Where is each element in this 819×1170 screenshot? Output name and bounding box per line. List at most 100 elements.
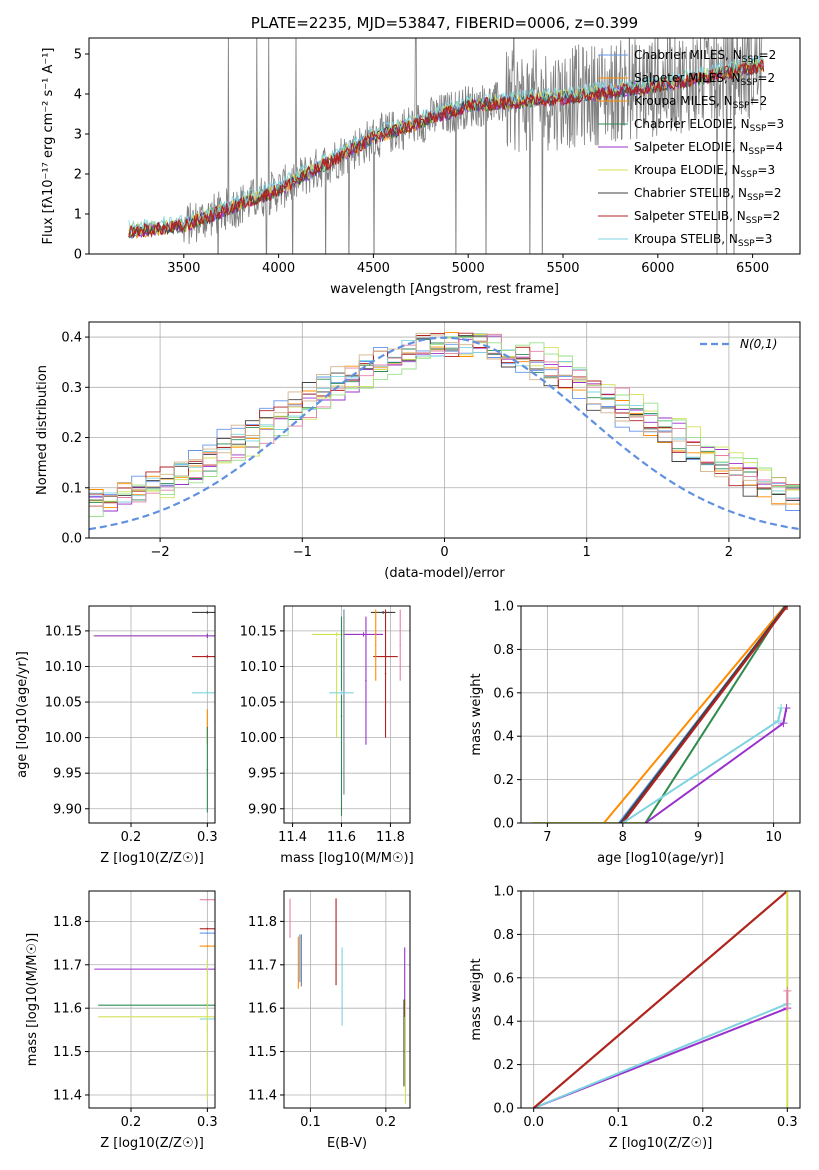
x-tick-label: 2 xyxy=(725,545,733,560)
y-tick-label: 0.4 xyxy=(61,331,82,346)
y-tick-label: 9.90 xyxy=(248,802,277,817)
mass-vs-Z-plot xyxy=(94,898,215,1100)
x-tick-label: 0.2 xyxy=(121,830,142,845)
y-axis-label: mass [log10(M/M☉)] xyxy=(25,933,40,1066)
x-axis-label: wavelength [Angstrom, rest frame] xyxy=(330,282,559,297)
age-vs-mass-plot xyxy=(312,609,401,816)
y-tick-label: 10.05 xyxy=(45,696,82,711)
age-vs-mass-axes: 11.4 11.6 11.8 9.90 9.95 10.00 10.05 10.10 10.15… xyxy=(240,605,414,866)
y-tick-label: 10.15 xyxy=(45,624,82,639)
y-tick-label: 11.7 xyxy=(248,958,277,973)
legend-label: Chabrier MILES, NSSP=2 xyxy=(634,48,776,65)
residuals-plot xyxy=(89,332,800,531)
y-tick-label: 0.6 xyxy=(493,686,514,701)
axes-frame xyxy=(88,605,216,824)
axes-frame xyxy=(520,890,801,1109)
cumweight-vs-age-axes: 7 8 9 10 0.0 0.2 0.4 0.6 0.8 1.0 age [log10(age/yr… xyxy=(469,600,801,866)
x-axis-label: mass [log10(M/M☉)] xyxy=(280,851,413,866)
x-tick-label: 4500 xyxy=(357,261,390,276)
x-tick-label: 1 xyxy=(583,545,591,560)
x-tick-label: 0.0 xyxy=(523,1115,544,1130)
y-tick-label: 9.95 xyxy=(53,767,82,782)
y-tick-label: 1.0 xyxy=(493,885,514,900)
cumulative-weight-line xyxy=(622,720,779,823)
y-tick-label: 11.4 xyxy=(248,1088,277,1103)
cumweight-vs-Z-plot xyxy=(533,891,792,1108)
cumweight-vs-Z-axes: 0.0 0.1 0.2 0.3 0.0 0.2 0.4 0.6 0.8 1.0 Z [log10(Z… xyxy=(469,885,801,1151)
legend-label: Salpeter STELIB, NSSP=2 xyxy=(634,209,780,226)
y-tick-label: 0.2 xyxy=(493,1058,514,1073)
x-tick-label: 10 xyxy=(765,830,782,845)
x-tick-label: 11.8 xyxy=(376,830,405,845)
x-tick-label: 0.3 xyxy=(197,1115,218,1130)
y-tick-label: 10.00 xyxy=(45,731,82,746)
x-tick-label: 11.4 xyxy=(278,830,307,845)
y-tick-label: 0.0 xyxy=(493,1102,514,1117)
x-tick-label: 9 xyxy=(694,830,702,845)
y-tick-label: 10.10 xyxy=(240,660,277,675)
y-tick-label: 0 xyxy=(74,248,82,263)
x-tick-label: 0.1 xyxy=(300,1115,321,1130)
legend-label: N(0,1) xyxy=(740,337,777,351)
axes-frame xyxy=(283,605,411,824)
y-axis-label: mass weight xyxy=(469,673,484,755)
cumulative-weight-line xyxy=(622,606,788,823)
histogram-step xyxy=(89,333,800,507)
endpoint-marker xyxy=(783,891,792,895)
axes-frame xyxy=(88,890,216,1109)
x-axis-label: (data-model)/error xyxy=(384,566,505,581)
y-tick-label: 0.1 xyxy=(61,481,82,496)
y-tick-label: 0.8 xyxy=(493,643,514,658)
y-tick-label: 11.6 xyxy=(53,1002,82,1017)
age-vs-Z-plot xyxy=(92,610,215,813)
cumulative-weight-line xyxy=(533,891,788,1108)
y-tick-label: 11.6 xyxy=(248,1002,277,1017)
y-tick-label: 2 xyxy=(74,168,82,183)
y-tick-label: 11.8 xyxy=(53,915,82,930)
x-tick-label: 4000 xyxy=(262,261,295,276)
y-tick-label: 10.15 xyxy=(240,624,277,639)
y-tick-label: 9.90 xyxy=(53,802,82,817)
x-tick-label: 0.3 xyxy=(197,830,218,845)
y-tick-label: 0.4 xyxy=(493,1015,514,1030)
y-tick-label: 0.0 xyxy=(493,817,514,832)
cumweight-vs-age-plot xyxy=(532,606,792,823)
legend-label: Salpeter ELODIE, NSSP=4 xyxy=(634,140,783,157)
x-tick-label: 5000 xyxy=(452,261,485,276)
x-tick-label: 8 xyxy=(619,830,627,845)
y-tick-label: 0.2 xyxy=(61,431,82,446)
axes-frame xyxy=(88,37,801,255)
x-axis-label: Z [log10(Z/Z☉)] xyxy=(609,1136,713,1151)
legend: Chabrier MILES, NSSP=2 Salpeter MILES, NS… xyxy=(598,48,784,249)
x-tick-label: 0 xyxy=(440,545,448,560)
x-axis-label: E(B-V) xyxy=(327,1136,367,1151)
y-tick-label: 10.05 xyxy=(240,696,277,711)
cumulative-weight-line xyxy=(619,606,787,823)
y-tick-label: 4 xyxy=(74,88,82,103)
mass-vs-ebv-plot xyxy=(289,898,407,1104)
histogram-step xyxy=(89,332,800,508)
legend-label: Chabrier STELIB, NSSP=2 xyxy=(634,186,782,203)
x-tick-label: 3500 xyxy=(167,261,200,276)
mass-vs-ebv-axes: 0.1 0.2 11.4 11.5 11.6 11.7 11.8 E(B-V) xyxy=(248,890,411,1151)
y-axis-label: Flux [fλ10⁻¹⁷ erg cm⁻² s⁻¹ A⁻¹] xyxy=(41,48,56,245)
y-tick-label: 0.8 xyxy=(493,928,514,943)
y-tick-label: 11.7 xyxy=(53,958,82,973)
x-tick-label: 0.2 xyxy=(376,1115,397,1130)
model-spectrum-line xyxy=(128,59,765,239)
cumulative-weight-line xyxy=(644,606,786,823)
residuals-axes: −2 −1 0 1 2 0.0 0.1 0.2 0.3 0.4 (data-model)/error… xyxy=(35,321,801,581)
axes-frame xyxy=(88,321,801,539)
x-tick-label: 0.1 xyxy=(608,1115,629,1130)
y-tick-label: 0.2 xyxy=(493,773,514,788)
legend-label: Salpeter MILES, NSSP=2 xyxy=(634,71,775,88)
y-axis-label: mass weight xyxy=(469,958,484,1040)
x-tick-label: −2 xyxy=(151,545,170,560)
y-tick-label: 0.6 xyxy=(493,971,514,986)
spectrum-axes: 3500 4000 4500 5000 5500 6000 6500 0 1 2 3 4 5 wavele… xyxy=(41,14,801,297)
endpoint-marker xyxy=(783,986,792,995)
cumulative-weight-line xyxy=(777,707,783,722)
x-tick-label: −1 xyxy=(293,545,312,560)
y-tick-label: 1.0 xyxy=(493,600,514,615)
